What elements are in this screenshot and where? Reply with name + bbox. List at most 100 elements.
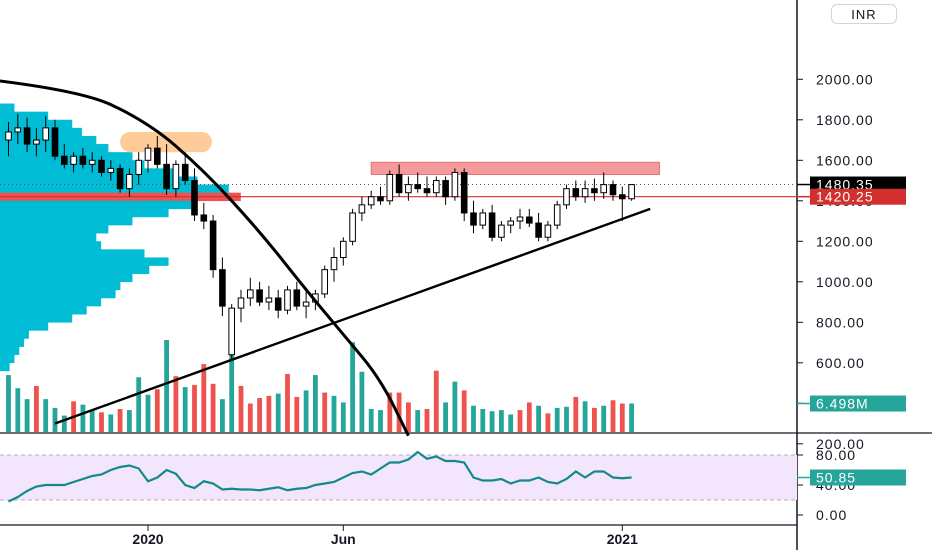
candle-body — [88, 159, 96, 165]
candle-body — [181, 163, 189, 182]
rsi-line — [8, 450, 632, 503]
volume-bar — [582, 401, 588, 432]
volume-bar — [43, 399, 49, 432]
candle-body — [544, 224, 552, 238]
candle-body — [209, 220, 217, 271]
time-tick-label: Jun — [331, 531, 356, 547]
currency-selector[interactable]: INR — [831, 4, 897, 24]
volume-profile-bar — [0, 249, 145, 258]
candle-body — [33, 139, 40, 145]
candle-body — [154, 147, 161, 165]
volume-bar — [359, 371, 365, 432]
volume-bar — [629, 403, 634, 432]
volume-profile-bar — [0, 241, 102, 250]
candle-body — [321, 269, 328, 295]
volume-bar — [238, 386, 244, 432]
candle-body — [116, 167, 124, 190]
curved-arc — [0, 79, 410, 437]
volume-bar — [340, 402, 346, 432]
volume-profile-bar — [0, 362, 10, 372]
volume-bar — [145, 394, 151, 432]
volume-profile-bar — [0, 265, 150, 274]
volume-bar — [313, 375, 318, 432]
candle-body — [340, 240, 347, 259]
volume-profile-bar — [0, 216, 133, 226]
volume-badge-label: 6.498M — [816, 396, 869, 412]
volume-bar — [471, 405, 476, 432]
candle-body — [488, 212, 496, 238]
annotation-zones — [0, 131, 797, 198]
volume-bar — [34, 386, 39, 432]
volume-bar — [99, 412, 104, 432]
candle-body — [386, 173, 394, 202]
candle-body — [135, 159, 142, 175]
candle-body — [479, 212, 487, 226]
volume-bar — [601, 405, 607, 432]
resistance-zone — [370, 161, 660, 175]
level-price-badge-label: 1420.25 — [816, 189, 874, 205]
price-tick-label: 1800.00 — [816, 112, 874, 128]
candle-body — [451, 171, 459, 198]
price-tick-label: 200.00 — [816, 436, 865, 452]
price-tick-label: 1000.00 — [816, 274, 874, 290]
volume-bar — [610, 400, 616, 432]
volume-bar — [15, 388, 21, 432]
volume-profile-bar — [0, 184, 229, 193]
rsi-tick-label: 80.00 — [816, 447, 856, 463]
price-tick-label: 600.00 — [816, 355, 865, 371]
candle-body — [42, 127, 50, 141]
volume-bar — [61, 415, 67, 432]
candle-body — [14, 127, 22, 133]
volume-bar — [424, 409, 430, 432]
volume-profile-bar — [0, 208, 169, 218]
volume-bar — [489, 411, 495, 432]
candle-body — [265, 297, 273, 303]
volume-profile-bar — [0, 273, 133, 283]
candle-body — [460, 171, 468, 214]
volume-bar — [433, 370, 439, 432]
volume-bar — [24, 399, 30, 432]
last-price-badge-label: 1480.35 — [816, 177, 874, 193]
volume-bar — [536, 405, 541, 432]
candle-body — [98, 159, 105, 173]
volume-bar — [517, 410, 523, 432]
price-tick-label: 1600.00 — [816, 152, 874, 168]
volume-profile-bar — [0, 176, 198, 185]
candle-body — [498, 224, 505, 238]
volume-bar — [127, 410, 132, 432]
volume-bar — [480, 409, 486, 432]
volume-bar — [80, 404, 86, 432]
volume-bar — [378, 410, 383, 432]
candle-body — [507, 220, 514, 226]
candle-body — [200, 214, 208, 222]
candle-body — [553, 204, 561, 226]
candle-body — [423, 188, 431, 194]
candle-body — [293, 289, 301, 307]
volume-bar — [368, 409, 374, 432]
axes: 2000.001800.001600.001400.001200.001000.… — [132, 71, 874, 547]
candle-body — [70, 155, 77, 165]
rsi-tick-label: 0.00 — [816, 507, 847, 523]
volume-bar — [592, 407, 597, 432]
candle-body — [144, 147, 152, 161]
candle-body — [163, 163, 170, 190]
volume-bar — [303, 390, 309, 432]
volume-profile-bar — [0, 257, 169, 266]
candlesticks — [5, 113, 635, 359]
volume-bar — [275, 393, 281, 432]
highlight-zone — [120, 131, 212, 153]
volume-profile-bar — [0, 200, 198, 210]
volume-profile-bar — [0, 289, 116, 299]
volume-bar — [201, 364, 207, 432]
last-price-badge — [810, 176, 906, 193]
candle-body — [274, 297, 282, 311]
candle-body — [367, 196, 375, 206]
volume-bar — [220, 399, 225, 432]
candle-body — [470, 212, 477, 226]
volume-profile-bar — [0, 346, 20, 355]
drawn-lines — [0, 79, 651, 437]
candle-body — [619, 194, 626, 200]
volume-bar — [89, 410, 95, 432]
